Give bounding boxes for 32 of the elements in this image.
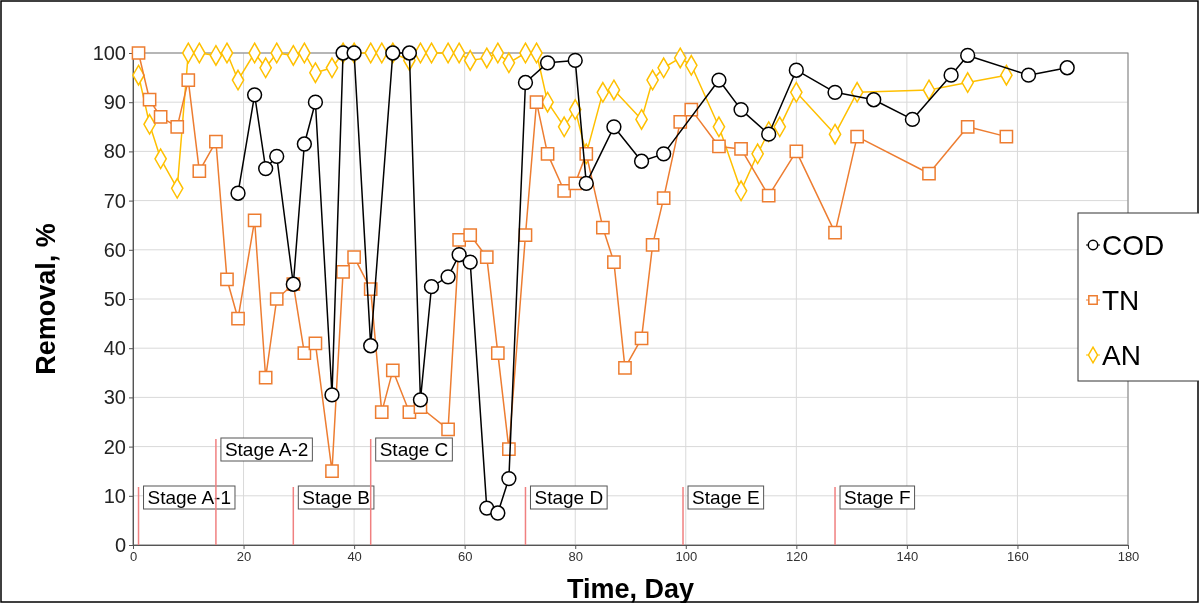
x-tick-label: 180 <box>1117 549 1140 565</box>
y-tick-label: 70 <box>103 189 126 212</box>
ref-line-label: Stage A-1 <box>147 487 231 508</box>
ref-line-label: Stage D <box>534 487 604 508</box>
x-tick-label: 140 <box>896 549 919 565</box>
y-tick-label: 50 <box>103 287 126 310</box>
y-tick-label: 80 <box>103 140 126 163</box>
y-tick-label: 100 <box>92 41 126 64</box>
x-tick-label: 160 <box>1007 549 1029 565</box>
x-tick-label: 80 <box>568 549 583 565</box>
y-tick-label: 20 <box>103 435 126 458</box>
x-tick-label: 20 <box>236 549 252 565</box>
x-tick-label: 0 <box>129 549 138 565</box>
x-tick-label: 100 <box>675 549 698 565</box>
x-axis-title: Time, Day <box>566 574 695 603</box>
y-tick-label: 60 <box>103 238 126 261</box>
ref-line-label: Stage E <box>692 487 760 508</box>
y-tick-label: 10 <box>103 484 126 507</box>
y-tick-label: 90 <box>103 91 126 114</box>
ref-line-label: Stage F <box>844 487 911 508</box>
x-tick-label: 60 <box>457 549 473 565</box>
legend-label: COD <box>1102 230 1165 261</box>
y-axis-title: Removal, % <box>31 223 61 375</box>
y-tick-label: 30 <box>103 386 126 409</box>
x-tick-label: 40 <box>347 549 362 565</box>
ref-line-label: Stage B <box>302 487 370 508</box>
legend-label: AN <box>1102 340 1141 371</box>
y-tick-label: 40 <box>103 337 126 360</box>
ref-line-label: Stage A-2 <box>224 439 309 460</box>
x-tick-label: 120 <box>785 549 808 565</box>
legend-label: TN <box>1102 285 1140 316</box>
ref-line-label: Stage C <box>379 439 449 460</box>
